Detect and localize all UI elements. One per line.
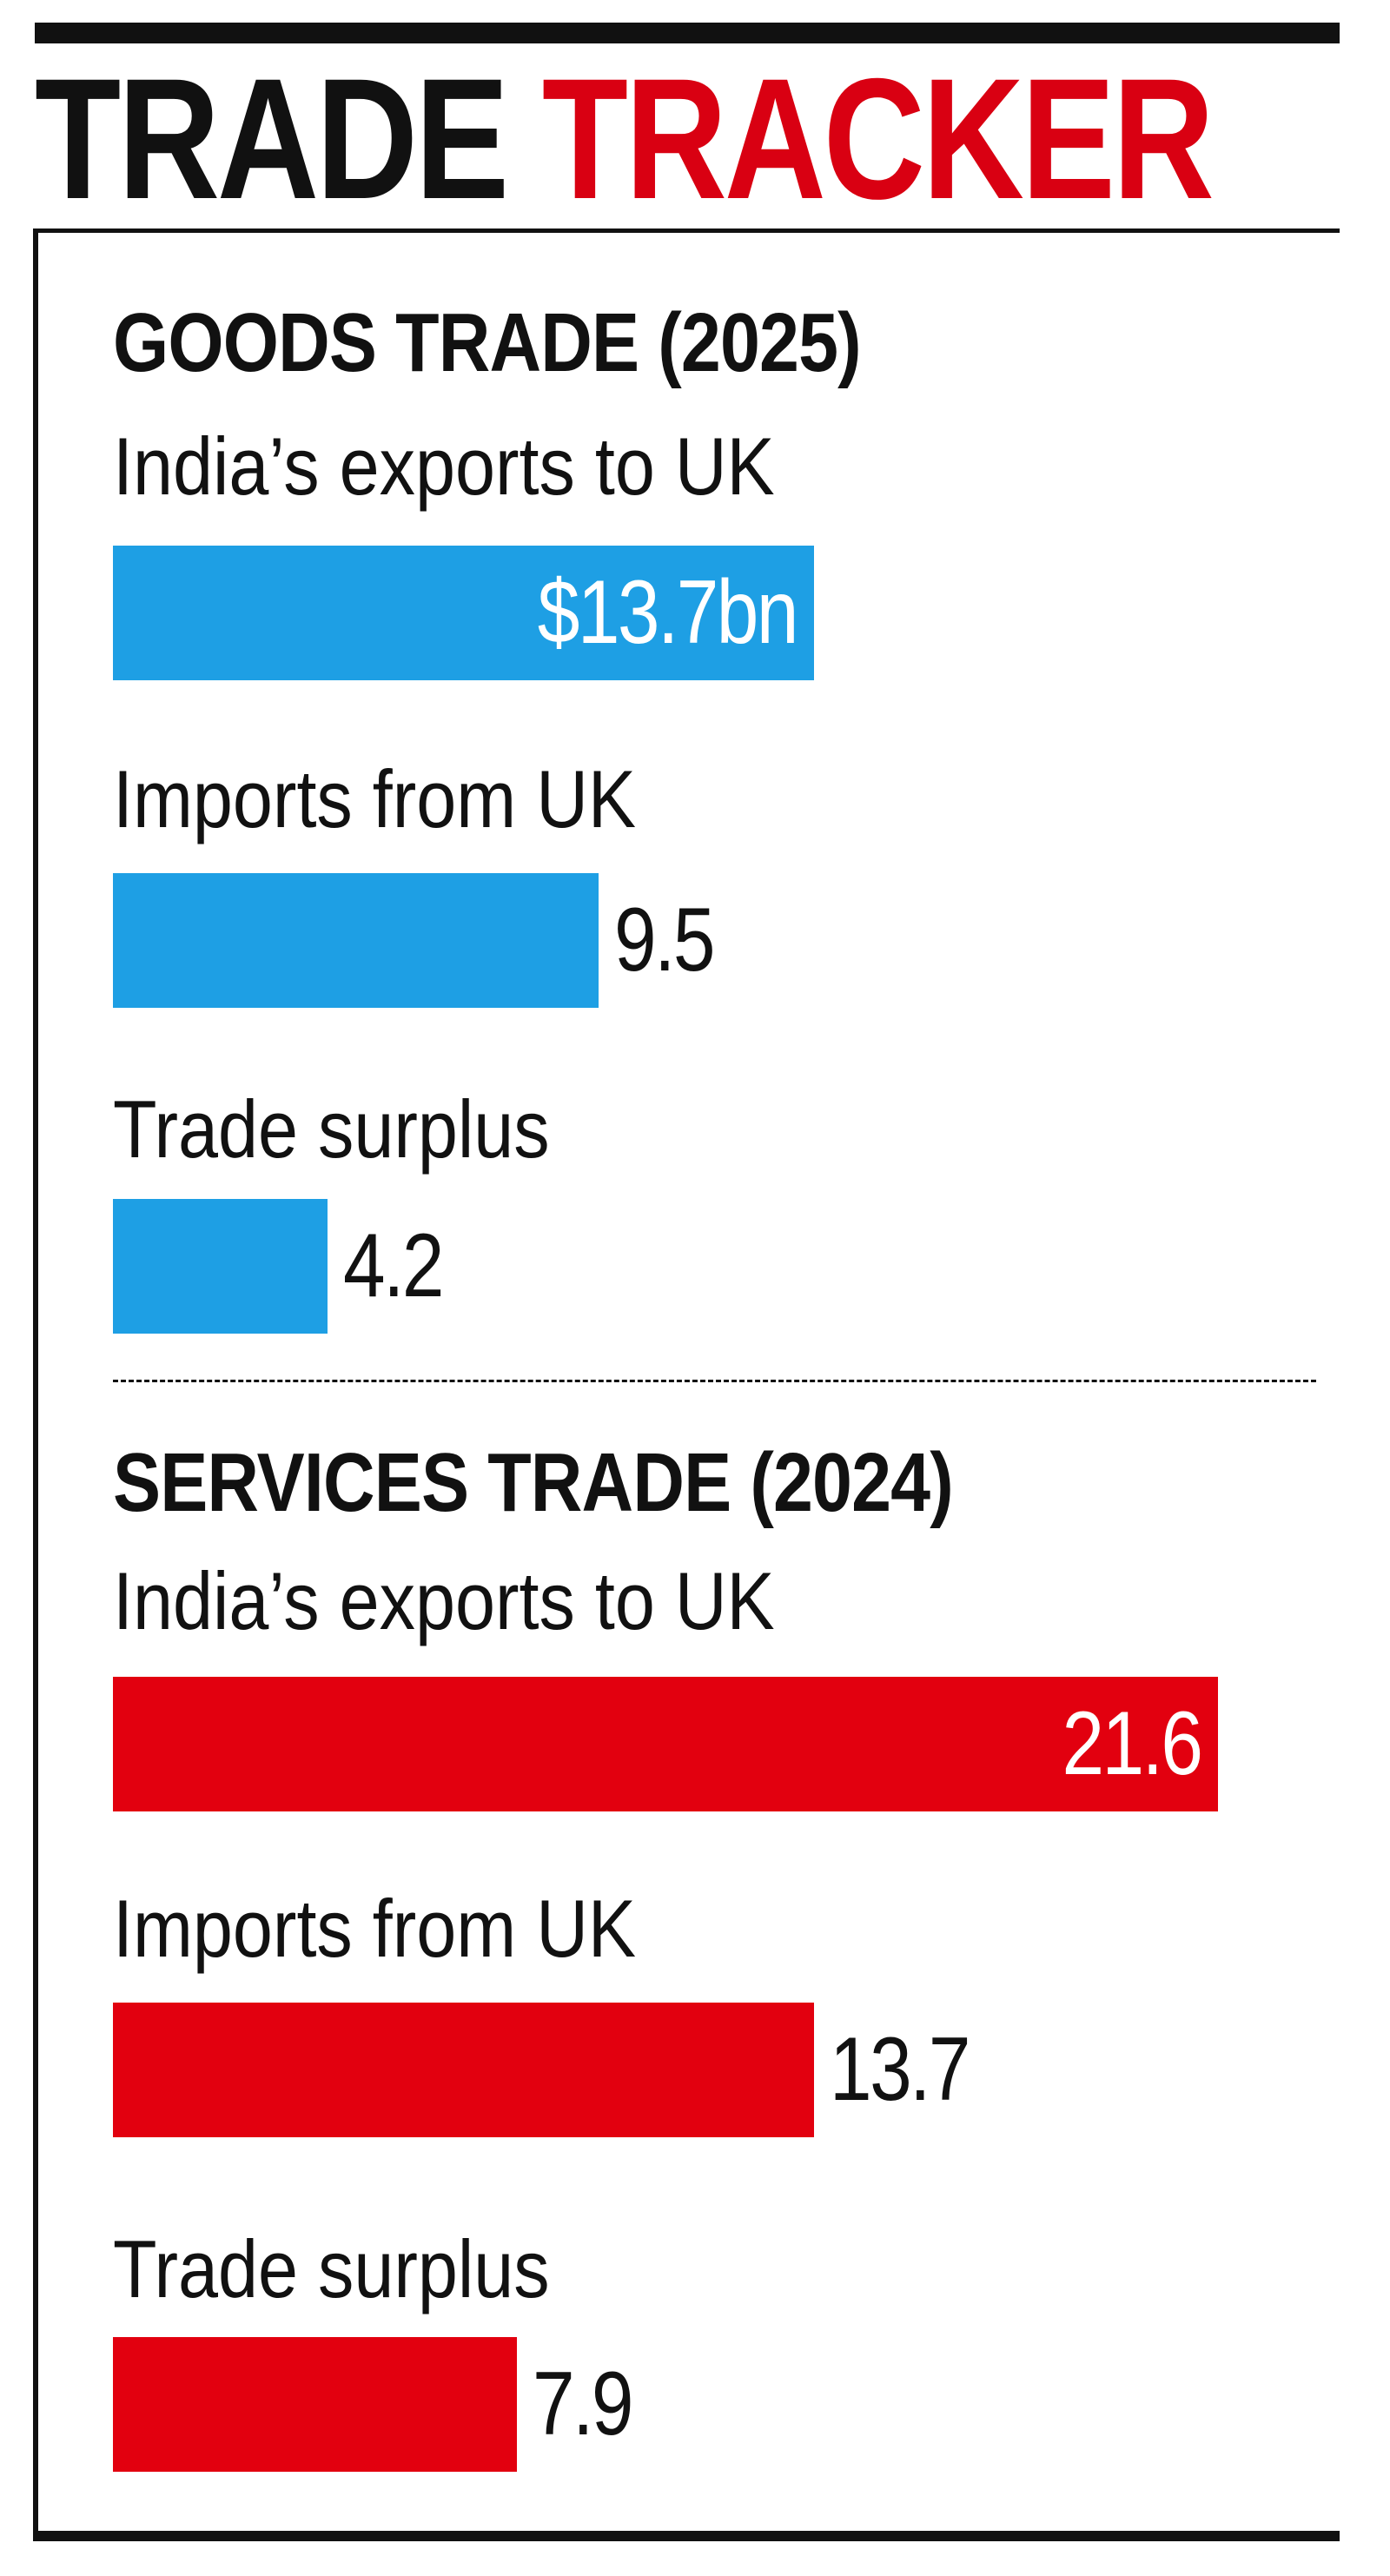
services-section-title: SERVICES TRADE (2024): [113, 1436, 954, 1529]
goods-bar: [113, 873, 599, 1008]
frame-top-border: [33, 228, 1340, 233]
goods-value-label: 4.2: [343, 1215, 444, 1316]
graphic-title: TRADE TRACKER: [35, 52, 1215, 226]
goods-value-label: 9.5: [614, 890, 715, 990]
services-bar: [113, 2337, 517, 2472]
goods-row-label: India’s exports to UK: [113, 421, 775, 512]
services-bar: [113, 2003, 814, 2137]
services-value-label: 21.6: [1062, 1693, 1202, 1794]
section-divider: [113, 1380, 1316, 1382]
goods-row-label: Trade surplus: [113, 1083, 550, 1175]
top-rule: [35, 23, 1340, 43]
goods-section-title: GOODS TRADE (2025): [113, 296, 862, 389]
goods-row-label: Imports from UK: [113, 753, 637, 844]
title-part-tracker: TRACKER: [541, 43, 1215, 235]
services-row-label: India’s exports to UK: [113, 1555, 775, 1646]
frame-left-border: [33, 228, 38, 2541]
services-row-label: Imports from UK: [113, 1883, 637, 1974]
services-bar: [113, 1677, 1218, 1811]
goods-bar: [113, 546, 814, 680]
title-part-trade: TRADE: [35, 43, 509, 235]
services-value-label: 7.9: [533, 2354, 633, 2454]
goods-bar: [113, 1199, 328, 1334]
frame-bottom-border: [33, 2531, 1340, 2541]
goods-value-label: $13.7bn: [537, 562, 799, 663]
services-row-label: Trade surplus: [113, 2223, 550, 2314]
services-value-label: 13.7: [830, 2019, 970, 2120]
